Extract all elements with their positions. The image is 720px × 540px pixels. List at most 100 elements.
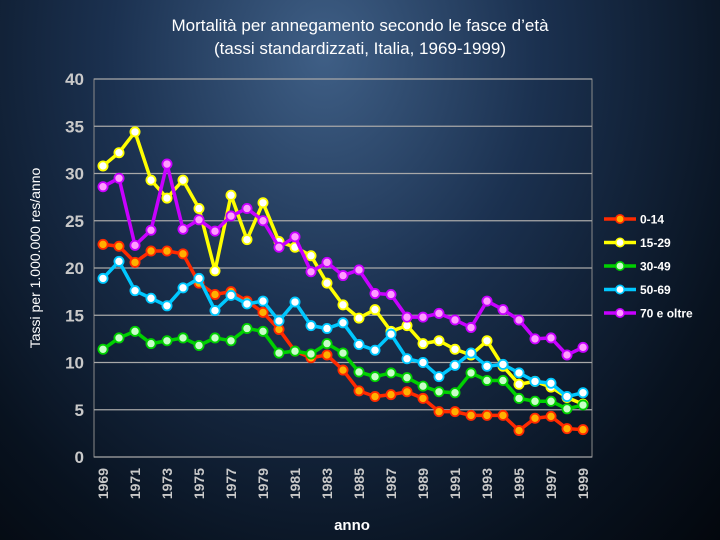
data-point [225, 335, 237, 347]
data-point [273, 241, 285, 253]
data-point [353, 385, 365, 397]
y-tick-label: 30 [65, 165, 84, 184]
data-point [433, 406, 445, 418]
data-point [161, 192, 173, 204]
data-point [401, 372, 413, 384]
legend-marker-4 [614, 307, 625, 318]
data-point [433, 371, 445, 383]
x-tick-label: 1997 [543, 468, 559, 499]
x-tick-label: 1969 [95, 468, 111, 499]
data-point [401, 353, 413, 365]
data-point [305, 250, 317, 262]
data-point [129, 126, 141, 138]
x-axis-label: anno [334, 517, 370, 534]
data-point [577, 387, 589, 399]
data-point [513, 367, 525, 379]
legend-marker-2 [614, 260, 625, 271]
data-point [193, 214, 205, 226]
data-point [417, 380, 429, 392]
data-point [529, 395, 541, 407]
data-point [497, 304, 509, 316]
legend-marker-3 [614, 284, 625, 295]
y-axis-label: Tassi per 1.000.000 res/anno [27, 168, 43, 349]
data-point [177, 332, 189, 344]
chart-subtitle-line: (tassi standardizzati, Italia, 1969-1999… [214, 39, 506, 58]
data-point [561, 349, 573, 361]
legend-marker-1 [614, 237, 625, 248]
data-point [177, 174, 189, 186]
data-point [465, 347, 477, 359]
data-point [145, 174, 157, 186]
data-point [209, 305, 221, 317]
x-tick-label: 1971 [127, 468, 143, 499]
data-point [257, 306, 269, 318]
data-point [289, 345, 301, 357]
data-point [449, 314, 461, 326]
data-point [513, 425, 525, 437]
y-tick-label: 15 [65, 306, 84, 325]
y-tick-label: 0 [75, 448, 84, 467]
data-point [385, 389, 397, 401]
data-point [257, 197, 269, 209]
legend-marker-0 [614, 214, 625, 225]
data-point [337, 347, 349, 359]
data-point [449, 343, 461, 355]
data-point [113, 255, 125, 267]
data-point [561, 391, 573, 403]
data-point [305, 266, 317, 278]
data-point [129, 325, 141, 337]
data-point [161, 300, 173, 312]
x-tick-label: 1983 [319, 468, 335, 499]
data-point [401, 386, 413, 398]
data-point [465, 322, 477, 334]
data-point [97, 343, 109, 355]
data-point [497, 374, 509, 386]
data-point [97, 272, 109, 284]
x-tick-label: 1977 [223, 468, 239, 499]
data-point [257, 215, 269, 227]
data-point [113, 332, 125, 344]
data-point [369, 371, 381, 383]
data-point [129, 285, 141, 297]
data-point [177, 223, 189, 235]
data-point [433, 386, 445, 398]
data-point [321, 256, 333, 268]
data-point [497, 409, 509, 421]
x-tick-label: 1987 [383, 468, 399, 499]
data-point [209, 225, 221, 237]
data-point [225, 210, 237, 222]
x-tick-label: 1991 [447, 468, 463, 499]
data-point [193, 339, 205, 351]
data-point [193, 272, 205, 284]
data-point [353, 366, 365, 378]
data-point [545, 332, 557, 344]
data-point [209, 332, 221, 344]
data-point [417, 338, 429, 350]
chart-title: Mortalità per annegamento secondo le fas… [90, 14, 630, 60]
y-tick-label: 40 [65, 70, 84, 89]
legend-label: 15-29 [640, 236, 671, 250]
data-point [241, 202, 253, 214]
data-point [129, 239, 141, 251]
x-tick-label: 1999 [575, 468, 591, 499]
y-tick-label: 10 [65, 354, 84, 373]
legend-label: 30-49 [640, 260, 671, 274]
data-point [417, 356, 429, 368]
data-point [481, 295, 493, 307]
data-point [193, 202, 205, 214]
legend-label: 70 e oltre [640, 307, 693, 321]
data-point [305, 320, 317, 332]
data-point [481, 409, 493, 421]
data-point [465, 409, 477, 421]
data-point [481, 360, 493, 372]
data-point [481, 374, 493, 386]
data-point [337, 364, 349, 376]
data-point [113, 147, 125, 159]
x-tick-label: 1993 [479, 468, 495, 499]
data-point [449, 359, 461, 371]
data-point [385, 288, 397, 300]
data-point [449, 387, 461, 399]
data-point [369, 304, 381, 316]
data-point [513, 314, 525, 326]
